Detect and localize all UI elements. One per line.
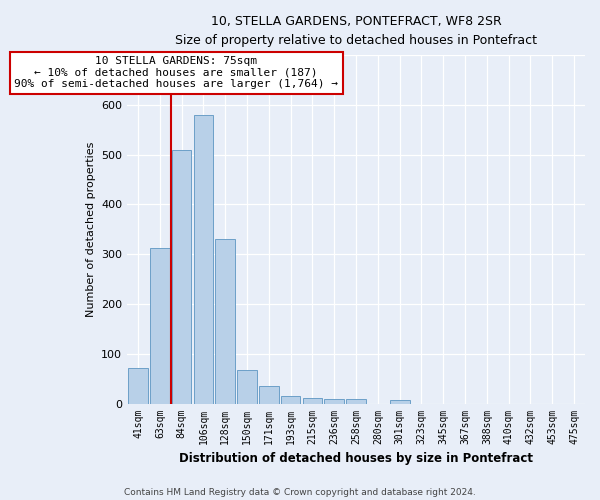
Title: 10, STELLA GARDENS, PONTEFRACT, WF8 2SR
Size of property relative to detached ho: 10, STELLA GARDENS, PONTEFRACT, WF8 2SR … — [175, 15, 537, 47]
Bar — [281, 396, 301, 404]
Bar — [259, 386, 278, 404]
Y-axis label: Number of detached properties: Number of detached properties — [86, 142, 95, 317]
Bar — [390, 400, 410, 404]
Bar — [215, 240, 235, 404]
Bar — [325, 398, 344, 404]
Bar — [302, 398, 322, 404]
Text: Contains HM Land Registry data © Crown copyright and database right 2024.: Contains HM Land Registry data © Crown c… — [124, 488, 476, 497]
Bar — [150, 248, 170, 404]
Bar — [172, 150, 191, 404]
Bar — [346, 398, 366, 404]
Bar — [128, 368, 148, 404]
X-axis label: Distribution of detached houses by size in Pontefract: Distribution of detached houses by size … — [179, 452, 533, 465]
Bar — [237, 370, 257, 404]
Bar — [194, 115, 213, 404]
Text: 10 STELLA GARDENS: 75sqm
← 10% of detached houses are smaller (187)
90% of semi-: 10 STELLA GARDENS: 75sqm ← 10% of detach… — [14, 56, 338, 90]
